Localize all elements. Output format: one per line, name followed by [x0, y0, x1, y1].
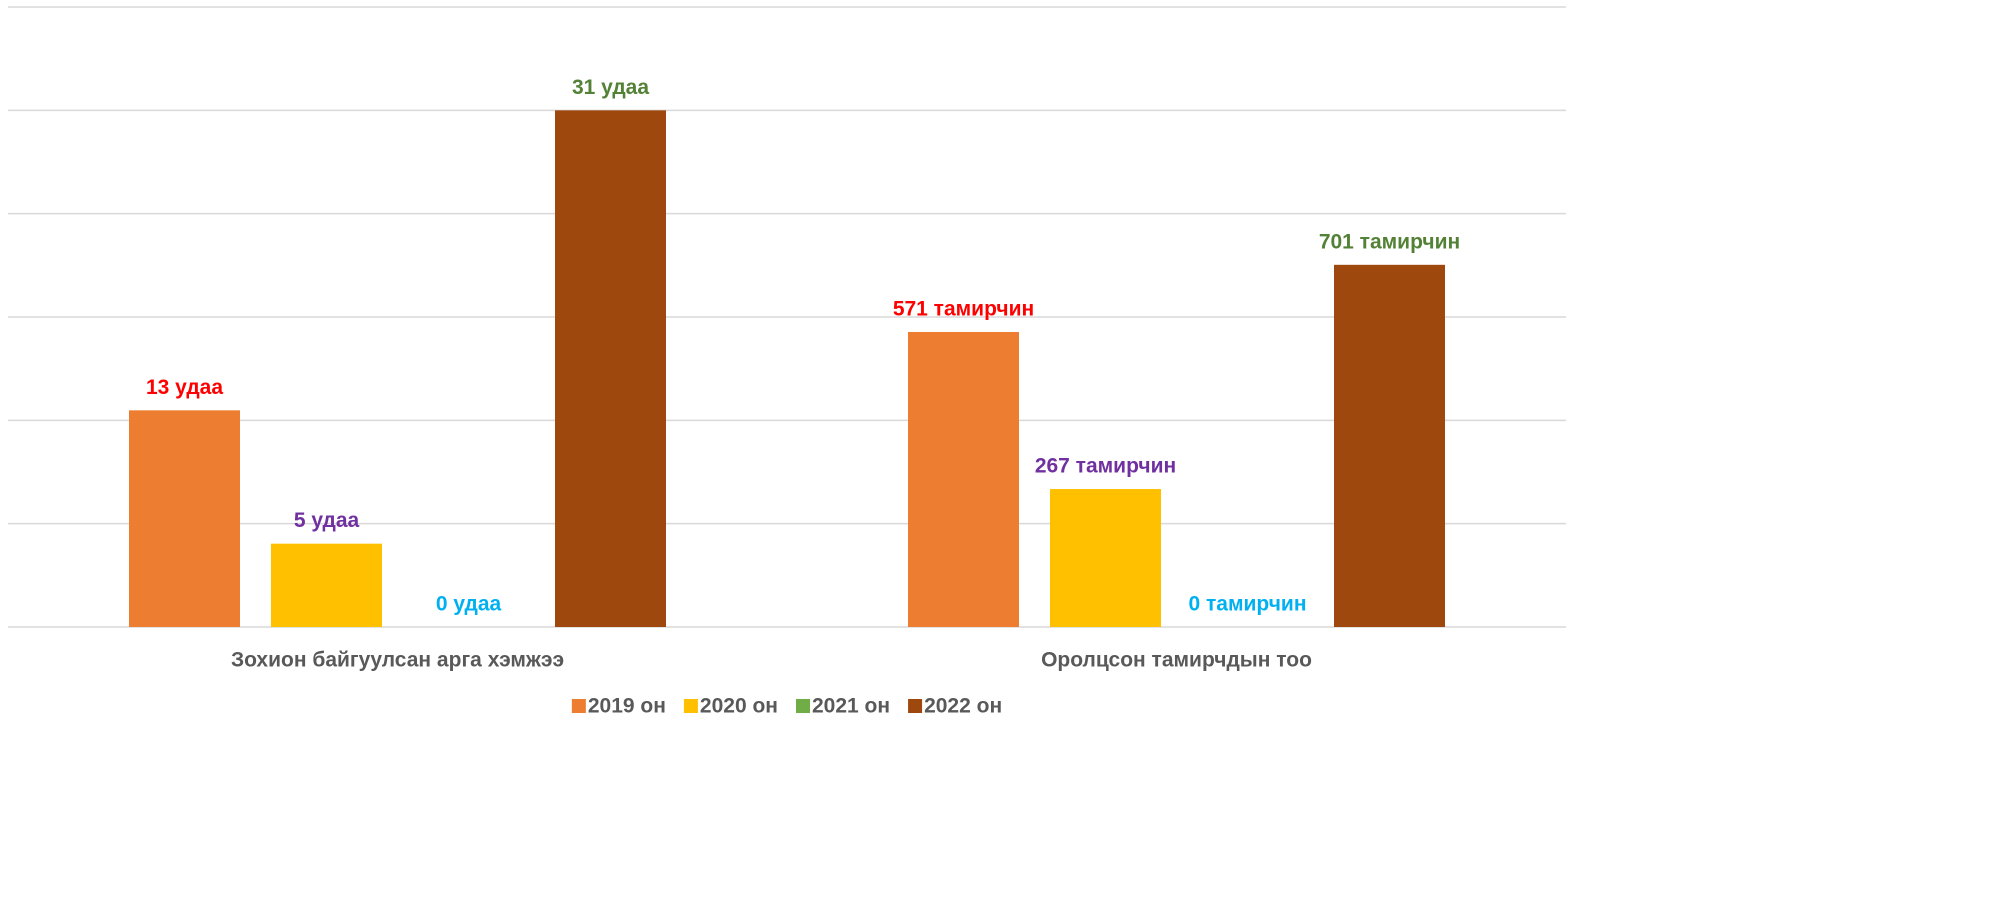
bar: [555, 110, 666, 628]
bar: [1050, 489, 1161, 627]
data-label: 13 удаа: [146, 376, 223, 399]
data-label: 571 тамирчин: [893, 298, 1034, 321]
data-label: 0 удаа: [436, 593, 502, 616]
data-label: 31 удаа: [572, 76, 649, 99]
legend-label: 2022 он: [924, 695, 1002, 718]
bar: [129, 410, 240, 627]
bar: [271, 543, 382, 627]
data-label: 701 тамирчин: [1319, 230, 1460, 253]
data-label: 267 тамирчин: [1035, 455, 1176, 478]
bar: [908, 331, 1019, 627]
legend-swatch: [683, 699, 698, 713]
data-label: 0 тамирчин: [1188, 593, 1306, 616]
legend-label: 2019 он: [588, 695, 666, 718]
category-label: Оролцсон тамирчдын тоо: [1041, 649, 1312, 672]
legend-swatch: [571, 699, 586, 713]
bar: [1334, 264, 1445, 627]
category-label: Зохион байгуулсан арга хэмжээ: [231, 649, 564, 672]
data-label: 5 удаа: [294, 509, 360, 532]
legend-label: 2020 он: [700, 695, 778, 718]
legend-swatch: [796, 699, 810, 713]
legend-swatch: [908, 699, 923, 713]
legend-label: 2021 он: [812, 695, 890, 718]
